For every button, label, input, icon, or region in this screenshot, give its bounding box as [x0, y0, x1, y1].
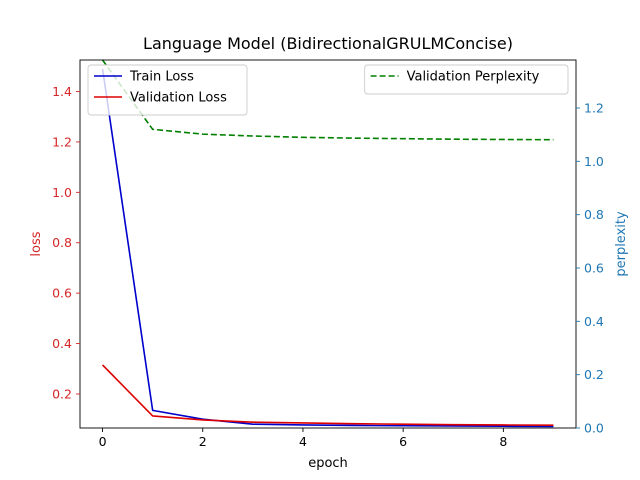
- series-line-validation-loss: [101, 364, 554, 427]
- legend-box: [87, 64, 248, 116]
- x-tick-label: 2: [199, 434, 207, 449]
- y-left-tick-label: 0.6: [52, 286, 72, 301]
- y-right-tick-label: 0.2: [584, 367, 604, 382]
- legend-label: Train Loss: [129, 70, 194, 85]
- y-axis-left-label: loss: [29, 231, 44, 256]
- axes-layer: 0 2 4 6 8 0.2 0.4 0.6 0.8 1.0 1.2 1.4 0.0 0.2 0.4 0.6 0.…: [52, 59, 604, 449]
- x-tick-label: 8: [499, 434, 507, 449]
- series-line-train-loss: [101, 68, 554, 428]
- y-axis-right-label: perplexity: [614, 211, 629, 277]
- chart-title: Language Model (BidirectionalGRULMConcis…: [143, 34, 513, 53]
- y-left-tick-label: 1.4: [52, 84, 72, 99]
- y-right-tick-label: 0.4: [584, 314, 604, 329]
- legend-label: Validation Loss: [130, 91, 227, 106]
- x-tick-label: 6: [399, 434, 407, 449]
- legend-upper-right: Validation Perplexity: [364, 64, 569, 95]
- y-left-tick-label: 0.2: [52, 386, 72, 401]
- series-layer: [101, 59, 554, 428]
- y-right-tick-label: 0.0: [584, 421, 604, 436]
- legend-box: [364, 64, 569, 95]
- y-left-tick-label: 0.8: [52, 235, 72, 250]
- legend-layer: Train Loss Validation Loss Validation Perp…: [87, 64, 569, 116]
- plot-frame: [79, 59, 577, 429]
- series-line-validation-perplexity: [101, 59, 554, 141]
- legend-label: Validation Perplexity: [407, 70, 540, 85]
- y-right-tick-label: 1.2: [584, 101, 604, 116]
- y-right-tick-label: 0.6: [584, 261, 604, 276]
- x-tick-label: 4: [299, 434, 307, 449]
- y-left-tick-label: 0.4: [52, 336, 72, 351]
- x-axis-label: epoch: [308, 456, 348, 471]
- x-tick-label: 0: [99, 434, 107, 449]
- y-left-tick-label: 1.0: [52, 185, 72, 200]
- y-right-tick-label: 0.8: [584, 207, 604, 222]
- y-right-tick-label: 1.0: [584, 154, 604, 169]
- legend-upper-left: Train Loss Validation Loss: [87, 64, 248, 116]
- y-left-tick-label: 1.2: [52, 134, 72, 149]
